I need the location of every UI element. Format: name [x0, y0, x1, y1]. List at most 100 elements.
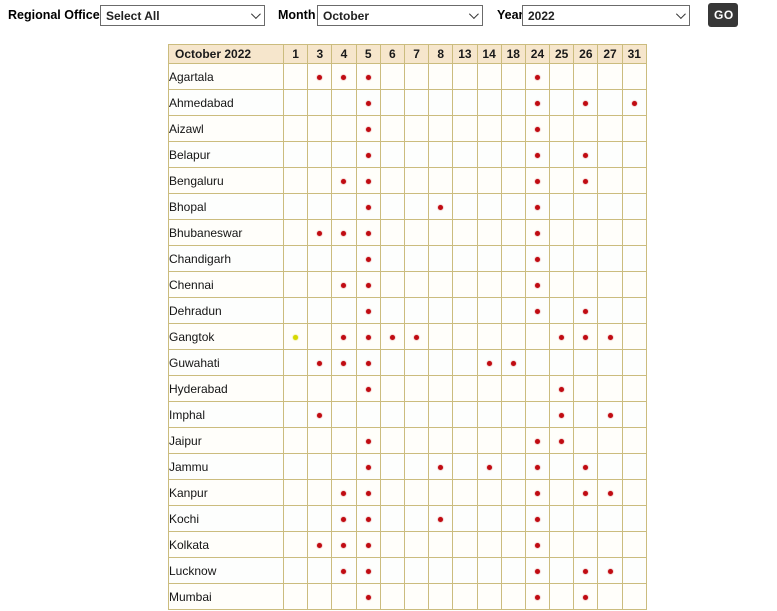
day-cell: [355, 349, 381, 376]
day-cell: [428, 297, 454, 324]
day-cell: [307, 453, 333, 480]
day-cell: [403, 479, 430, 506]
day-cell: [621, 505, 648, 532]
day-cell: [621, 63, 648, 90]
month-select[interactable]: October: [317, 5, 483, 26]
day-cell: [452, 375, 478, 402]
city-name: Belapur: [168, 141, 284, 168]
day-cell: [355, 297, 381, 324]
day-cell: [452, 141, 478, 168]
day-cell: [379, 453, 405, 480]
day-cell: [428, 583, 454, 610]
holiday-dot-red: [365, 542, 371, 548]
day-cell: [307, 167, 333, 194]
city-name: Dehradun: [168, 297, 284, 324]
day-cell: [331, 401, 357, 428]
city-name: Gangtok: [168, 323, 284, 350]
day-cell: [428, 349, 454, 376]
day-cell: [282, 193, 309, 220]
day-cell: [379, 89, 405, 116]
holiday-dot-red: [583, 464, 589, 470]
holiday-dot-red: [341, 360, 347, 366]
holiday-dot-red: [583, 178, 589, 184]
day-cell: [500, 89, 526, 116]
day-cell: [379, 479, 405, 506]
holiday-dot-red: [365, 386, 371, 392]
day-cell: [307, 141, 333, 168]
day-cell: [428, 193, 454, 220]
holiday-dot-red: [534, 178, 540, 184]
day-cell: [452, 349, 478, 376]
holiday-dot-red: [583, 308, 589, 314]
day-cell: [500, 479, 526, 506]
regional-office-select-wrap: Select All: [100, 5, 265, 26]
day-column-header: 31: [621, 44, 648, 64]
day-cell: [476, 115, 502, 142]
holiday-dot-red: [631, 100, 637, 106]
day-cell: [524, 63, 551, 90]
day-cell: [500, 141, 526, 168]
day-cell: [597, 141, 623, 168]
holiday-dot-red: [486, 464, 492, 470]
month-select-wrap: October: [317, 5, 483, 26]
table-row: Guwahati: [168, 349, 648, 376]
holiday-dot-red: [365, 360, 371, 366]
holiday-dot-red: [365, 334, 371, 340]
day-cell: [282, 271, 309, 298]
holiday-dot-red: [365, 464, 371, 470]
day-cell: [331, 557, 357, 584]
day-cell: [355, 531, 381, 558]
day-cell: [500, 427, 526, 454]
day-cell: [331, 297, 357, 324]
holiday-dot-red: [486, 360, 492, 366]
day-cell: [476, 193, 502, 220]
day-cell: [500, 323, 526, 350]
table-row: Jammu: [168, 453, 648, 480]
day-cell: [500, 401, 526, 428]
day-cell: [403, 245, 430, 272]
holiday-dot-red: [317, 412, 323, 418]
day-cell: [282, 245, 309, 272]
day-cell: [379, 193, 405, 220]
holiday-dot-red: [534, 152, 540, 158]
regional-office-select[interactable]: Select All: [100, 5, 265, 26]
day-cell: [476, 375, 502, 402]
day-cell: [500, 557, 526, 584]
day-cell: [307, 245, 333, 272]
table-row: Aizawl: [168, 115, 648, 142]
day-cell: [476, 349, 502, 376]
day-cell: [379, 427, 405, 454]
holiday-dot-yellow: [293, 334, 299, 340]
day-cell: [597, 375, 623, 402]
year-select[interactable]: 2022: [522, 5, 690, 26]
day-cell: [621, 245, 648, 272]
day-cell: [355, 141, 381, 168]
day-cell: [597, 583, 623, 610]
day-cell: [524, 167, 551, 194]
day-cell: [573, 401, 599, 428]
day-cell: [403, 323, 430, 350]
city-name: Ahmedabad: [168, 89, 284, 116]
day-cell: [307, 505, 333, 532]
day-cell: [476, 323, 502, 350]
day-column-header: 24: [524, 44, 551, 64]
holiday-dot-red: [534, 204, 540, 210]
day-cell: [307, 271, 333, 298]
day-cell: [307, 115, 333, 142]
day-column-header: 13: [452, 44, 478, 64]
day-cell: [500, 271, 526, 298]
day-cell: [597, 479, 623, 506]
day-cell: [403, 531, 430, 558]
holiday-dot-red: [534, 542, 540, 548]
day-cell: [379, 505, 405, 532]
holiday-dot-red: [607, 412, 613, 418]
table-row: Kanpur: [168, 479, 648, 506]
day-cell: [549, 297, 575, 324]
day-column-header: 5: [355, 44, 381, 64]
go-button[interactable]: GO: [708, 3, 738, 27]
day-cell: [524, 115, 551, 142]
day-cell: [331, 167, 357, 194]
day-cell: [355, 63, 381, 90]
day-cell: [379, 245, 405, 272]
holiday-dot-red: [365, 100, 371, 106]
